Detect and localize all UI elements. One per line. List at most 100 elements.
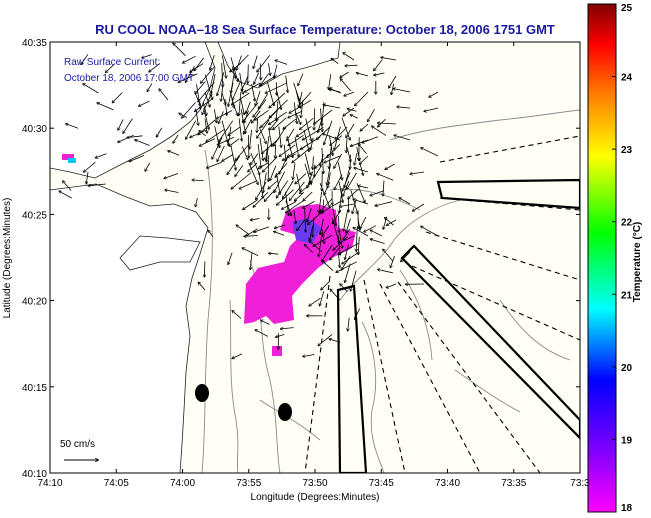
current-vector <box>224 99 227 115</box>
current-vector <box>275 224 286 228</box>
x-axis-label: Longitude (Degrees:Minutes) <box>251 492 380 503</box>
current-vector <box>221 91 226 105</box>
current-vector <box>429 91 439 97</box>
current-vector <box>275 60 288 65</box>
current-vector <box>238 118 242 140</box>
colorbar-gradient <box>587 3 617 513</box>
current-vector <box>211 73 216 96</box>
current-vector <box>346 123 355 137</box>
current-vector <box>386 283 397 288</box>
current-vector <box>221 81 224 102</box>
current-vector <box>268 63 271 75</box>
current-vector <box>314 109 333 124</box>
current-vector <box>304 153 310 174</box>
current-vector <box>258 162 269 169</box>
current-vector <box>308 210 324 225</box>
current-vector <box>173 43 186 57</box>
current-vector <box>287 146 306 157</box>
current-vector <box>321 280 331 290</box>
current-vector <box>343 53 355 61</box>
current-vector <box>210 55 215 70</box>
sampling-lines <box>304 135 580 473</box>
current-vector <box>320 291 325 306</box>
current-vector <box>295 192 305 201</box>
x-tick-label: 74:10 <box>37 478 62 489</box>
current-vector <box>276 90 282 109</box>
current-vector <box>245 82 261 92</box>
current-vector <box>320 218 324 235</box>
current-vector <box>346 137 347 153</box>
current-vector <box>83 84 99 94</box>
current-vector <box>310 225 314 240</box>
land-sandy-hook <box>119 235 201 271</box>
current-vector <box>332 207 336 225</box>
current-vector <box>341 255 351 270</box>
current-vector <box>410 171 425 174</box>
current-vector <box>315 153 330 168</box>
current-vector <box>244 110 249 123</box>
current-vector <box>342 252 359 264</box>
current-vector <box>292 146 313 163</box>
current-vector <box>309 241 323 253</box>
current-vector <box>59 191 72 199</box>
current-vector <box>228 83 234 106</box>
y-tick-label: 40:30 <box>22 124 47 135</box>
current-vector <box>256 181 267 199</box>
current-vector <box>285 75 288 93</box>
current-vector <box>322 225 330 237</box>
current-vector <box>199 138 216 146</box>
current-vector <box>329 89 341 93</box>
current-vector <box>165 190 179 193</box>
current-vector <box>362 136 379 143</box>
current-vector <box>204 91 210 107</box>
current-vector <box>243 119 252 134</box>
current-vector <box>214 109 216 122</box>
current-vector <box>356 147 360 160</box>
colorbar-tick-label: 20 <box>621 363 633 374</box>
current-vector <box>142 54 152 58</box>
current-vector <box>204 261 205 277</box>
current-vector <box>290 181 305 201</box>
current-vector <box>255 330 268 337</box>
current-vector <box>208 230 214 238</box>
current-vector <box>293 210 296 223</box>
current-vector <box>127 135 143 138</box>
current-vector <box>343 180 350 196</box>
current-vector <box>313 156 314 170</box>
current-vector <box>231 172 252 189</box>
current-vector <box>330 135 343 146</box>
current-vector <box>324 181 331 195</box>
current-vector <box>274 232 285 236</box>
current-vector <box>246 101 251 114</box>
current-vector <box>257 55 271 72</box>
current-vector <box>231 66 235 78</box>
current-vector <box>254 72 259 85</box>
current-vector <box>95 153 107 158</box>
current-vector <box>385 163 395 170</box>
current-vector <box>348 188 359 199</box>
current-vector <box>186 120 197 139</box>
current-vector <box>195 98 213 111</box>
current-vector <box>279 144 296 157</box>
current-vector <box>135 140 150 146</box>
current-vector <box>303 191 313 201</box>
current-vector <box>269 99 288 118</box>
current-vector <box>340 71 349 77</box>
current-vector <box>353 228 369 237</box>
y-tick-label: 40:10 <box>22 469 47 480</box>
current-vector <box>266 135 270 160</box>
current-vector <box>254 226 270 232</box>
current-vector <box>232 81 241 100</box>
current-vector <box>343 107 355 116</box>
current-vector <box>248 162 258 172</box>
current-vector <box>222 154 234 161</box>
current-vector <box>268 128 272 146</box>
current-vector <box>192 180 204 181</box>
current-vector <box>282 201 297 210</box>
current-vector <box>370 239 385 244</box>
current-vector <box>381 57 397 61</box>
current-vector <box>293 163 296 179</box>
current-vector <box>206 129 225 142</box>
current-vector <box>222 55 226 78</box>
current-vector <box>355 91 369 106</box>
